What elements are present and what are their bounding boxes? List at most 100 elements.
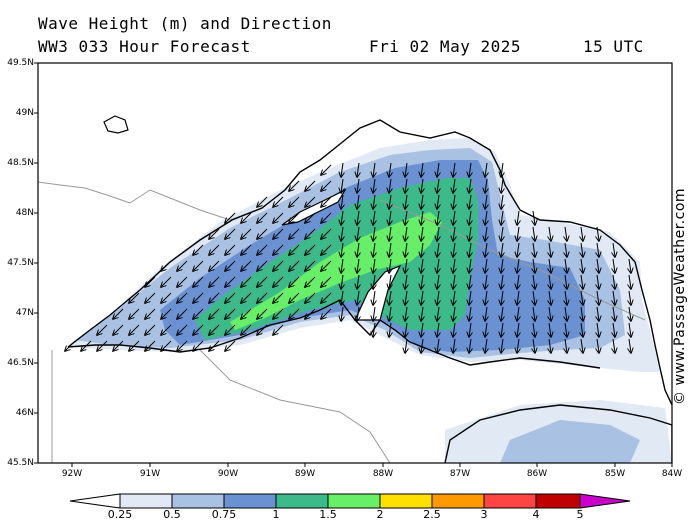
direction-arrow (453, 338, 455, 353)
direction-arrow (501, 258, 503, 273)
direction-arrow (613, 258, 615, 273)
direction-arrow (81, 340, 92, 351)
direction-arrow (469, 258, 471, 273)
direction-arrow (405, 306, 407, 321)
direction-arrow (485, 162, 487, 177)
direction-arrow (257, 324, 268, 335)
direction-arrow (373, 258, 375, 273)
keweenaw-peninsula (354, 264, 402, 321)
direction-arrow (241, 260, 252, 271)
direction-arrow (437, 226, 439, 241)
direction-arrow (533, 226, 535, 241)
direction-arrow (389, 322, 391, 337)
direction-arrow (341, 194, 343, 209)
direction-arrow (161, 324, 172, 335)
direction-arrow (581, 226, 583, 241)
direction-arrow (549, 322, 551, 337)
direction-arrow (469, 226, 471, 241)
direction-arrow (469, 162, 471, 177)
direction-arrow (341, 306, 343, 321)
direction-arrow (453, 194, 455, 209)
direction-arrow (437, 290, 439, 305)
direction-arrow (357, 258, 359, 273)
direction-arrow (453, 290, 455, 305)
direction-arrow (257, 244, 268, 255)
direction-arrow (305, 260, 316, 271)
direction-arrow (321, 276, 332, 287)
direction-arrow (533, 210, 535, 225)
direction-arrow (177, 340, 188, 351)
direction-arrow (257, 260, 268, 271)
direction-arrow (405, 210, 407, 225)
legend-tick: 2 (376, 508, 384, 521)
direction-arrow (357, 274, 359, 289)
direction-arrow (289, 212, 300, 223)
direction-arrow (209, 340, 220, 351)
direction-arrow (305, 180, 316, 191)
direction-arrow (501, 162, 503, 177)
direction-arrow (193, 276, 204, 287)
direction-arrow (225, 324, 236, 335)
direction-arrow (357, 242, 359, 257)
direction-arrow (469, 290, 471, 305)
direction-arrow (517, 274, 519, 289)
direction-arrow (405, 290, 407, 305)
direction-arrow (597, 242, 599, 257)
direction-arrow (437, 338, 439, 353)
lon-label: 89W (294, 469, 316, 479)
direction-arrow (469, 194, 471, 209)
direction-arrow (177, 292, 188, 303)
direction-arrow (469, 274, 471, 289)
direction-arrow (437, 274, 439, 289)
wave-direction-arrows (65, 162, 660, 372)
direction-arrow (469, 242, 471, 257)
direction-arrow (421, 242, 423, 257)
direction-arrow (517, 290, 519, 305)
lon-label: 86W (526, 469, 548, 479)
direction-arrow (453, 242, 455, 257)
lon-label: 84W (661, 469, 683, 479)
direction-arrow (225, 340, 236, 351)
direction-arrow (357, 194, 359, 209)
direction-arrow (113, 308, 124, 319)
direction-arrow (145, 308, 156, 319)
direction-arrow (97, 324, 108, 335)
direction-arrow (437, 178, 439, 193)
direction-arrow (581, 322, 583, 337)
direction-arrow (321, 196, 332, 207)
direction-arrow (373, 242, 375, 257)
direction-arrow (437, 306, 439, 321)
direction-arrow (305, 212, 316, 223)
direction-arrow (517, 322, 519, 337)
direction-arrow (517, 306, 519, 321)
direction-arrow (405, 162, 407, 177)
direction-arrow (341, 274, 343, 289)
direction-arrow (565, 226, 567, 241)
direction-arrow (209, 308, 220, 319)
direction-arrow (341, 242, 343, 257)
direction-arrow (357, 162, 359, 177)
legend-tick: 5 (576, 508, 584, 521)
direction-arrow (389, 242, 391, 257)
direction-arrow (225, 308, 236, 319)
direction-arrow (405, 274, 407, 289)
direction-arrow (289, 196, 300, 207)
direction-arrow (613, 274, 615, 289)
direction-arrow (257, 292, 268, 303)
direction-arrow (549, 258, 551, 273)
direction-arrow (565, 242, 567, 257)
legend-tick: 4 (532, 508, 540, 521)
direction-arrow (517, 226, 519, 241)
direction-arrow (453, 258, 455, 273)
direction-arrow (257, 308, 268, 319)
direction-arrow (357, 178, 359, 193)
direction-arrow (129, 292, 140, 303)
direction-arrow (225, 244, 236, 255)
direction-arrow (405, 242, 407, 257)
direction-arrow (565, 338, 567, 353)
legend-colorbar (69, 493, 631, 509)
direction-arrow (629, 306, 631, 321)
direction-arrow (533, 306, 535, 321)
direction-arrow (341, 162, 343, 177)
direction-arrow (193, 244, 204, 255)
